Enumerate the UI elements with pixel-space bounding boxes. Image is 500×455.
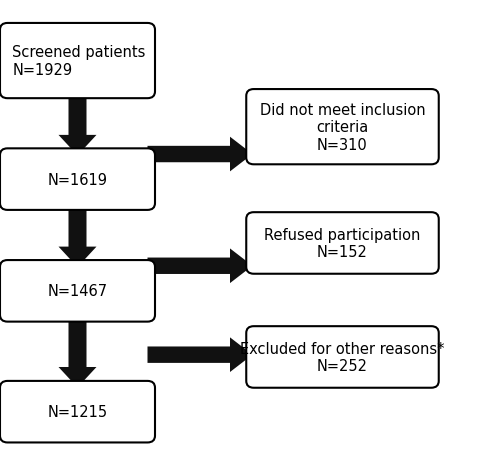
- Text: Excluded for other reasons*
N=252: Excluded for other reasons* N=252: [240, 341, 445, 374]
- Polygon shape: [58, 313, 96, 388]
- Text: Did not meet inclusion
criteria
N=310: Did not meet inclusion criteria N=310: [260, 102, 426, 152]
- FancyBboxPatch shape: [246, 327, 439, 388]
- Polygon shape: [148, 338, 252, 372]
- FancyBboxPatch shape: [0, 24, 155, 99]
- FancyBboxPatch shape: [246, 213, 439, 274]
- Text: Screened patients
N=1929: Screened patients N=1929: [12, 45, 146, 78]
- FancyBboxPatch shape: [246, 90, 439, 165]
- Text: N=1619: N=1619: [48, 172, 108, 187]
- Polygon shape: [148, 137, 252, 172]
- Polygon shape: [58, 92, 96, 156]
- FancyBboxPatch shape: [0, 381, 155, 442]
- Polygon shape: [58, 202, 96, 268]
- Text: N=1467: N=1467: [48, 284, 108, 298]
- FancyBboxPatch shape: [0, 260, 155, 322]
- Polygon shape: [148, 249, 252, 283]
- Text: N=1215: N=1215: [48, 404, 108, 419]
- FancyBboxPatch shape: [0, 149, 155, 210]
- Text: Refused participation
N=152: Refused participation N=152: [264, 227, 420, 260]
